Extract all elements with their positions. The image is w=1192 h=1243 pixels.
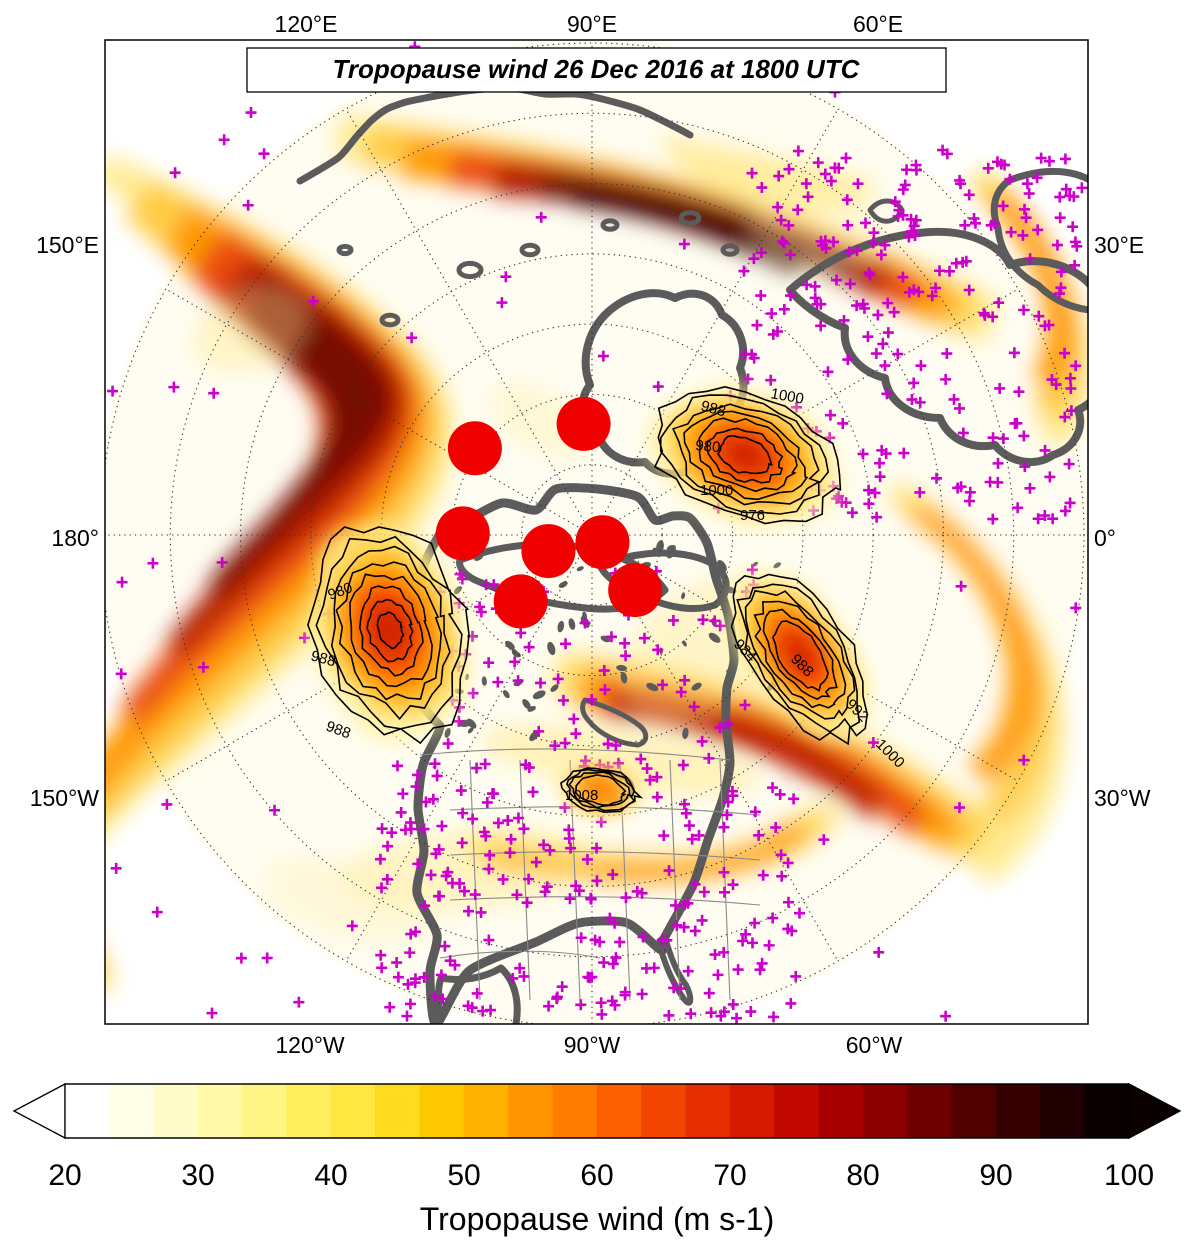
svg-text:150°W: 150°W — [30, 785, 100, 811]
svg-text:180°: 180° — [51, 525, 99, 551]
svg-text:150°E: 150°E — [36, 232, 99, 258]
svg-text:120°E: 120°E — [275, 11, 338, 37]
svg-text:90°E: 90°E — [567, 11, 617, 37]
svg-text:1000: 1000 — [700, 482, 733, 499]
svg-text:50: 50 — [447, 1159, 480, 1192]
svg-text:Tropopause wind (m s-1): Tropopause wind (m s-1) — [420, 1201, 775, 1237]
svg-text:976: 976 — [740, 507, 765, 524]
svg-text:100: 100 — [1104, 1159, 1154, 1192]
svg-text:60: 60 — [580, 1159, 613, 1192]
svg-text:120°W: 120°W — [275, 1032, 345, 1058]
svg-text:90°W: 90°W — [564, 1032, 621, 1058]
svg-text:70: 70 — [713, 1159, 746, 1192]
svg-text:20: 20 — [48, 1159, 81, 1192]
svg-text:0°: 0° — [1094, 525, 1116, 551]
svg-text:90: 90 — [979, 1159, 1012, 1192]
svg-text:30°W: 30°W — [1094, 785, 1151, 811]
svg-text:60°W: 60°W — [846, 1032, 903, 1058]
svg-text:40: 40 — [314, 1159, 347, 1192]
svg-text:1008: 1008 — [565, 787, 598, 804]
svg-text:60°E: 60°E — [853, 11, 903, 37]
svg-text:Tropopause wind 26 Dec 2016 at: Tropopause wind 26 Dec 2016 at 1800 UTC — [333, 54, 861, 84]
svg-text:30°E: 30°E — [1094, 232, 1144, 258]
svg-text:980: 980 — [695, 437, 721, 456]
svg-text:30: 30 — [181, 1159, 214, 1192]
svg-text:80: 80 — [846, 1159, 879, 1192]
